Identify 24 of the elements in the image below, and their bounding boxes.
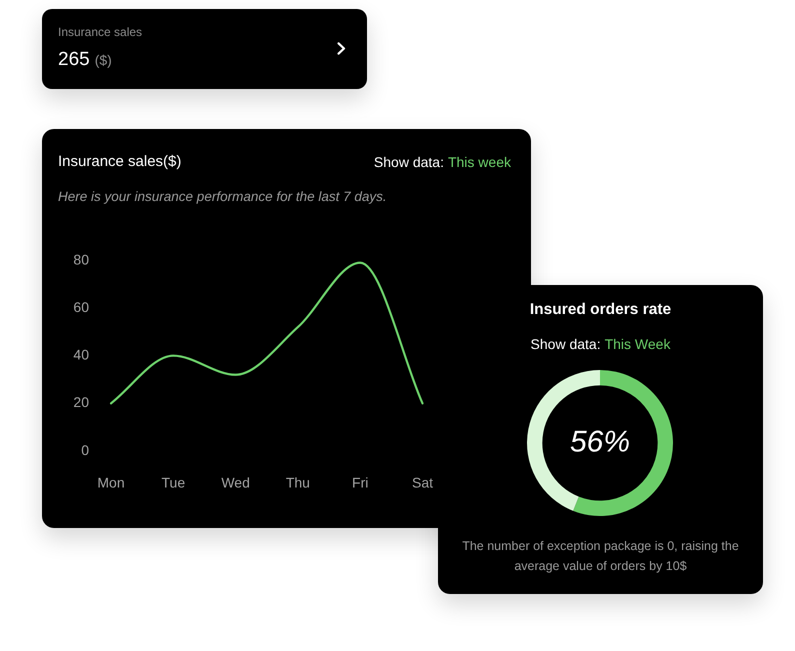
text: 265 [58, 49, 90, 70]
chart-title: Insured orders rate [528, 301, 672, 319]
text: This week [448, 154, 511, 170]
line-series [110, 262, 424, 404]
x-tick-label: Tue [161, 474, 186, 490]
y-tick-label: 60 [73, 298, 90, 315]
text: The number of exception package is 0, raising the average value of orders by 10$ [461, 538, 740, 575]
x-tick-label: Fri [352, 474, 368, 490]
x-tick-label: Sat [412, 474, 434, 490]
y-tick-label: 40 [73, 346, 90, 363]
chart-title: Insurance sales($) [58, 153, 182, 170]
text: Insurance sales [58, 25, 142, 39]
x-tick-label: Wed [221, 474, 250, 490]
x-tick-label: Thu [286, 474, 310, 490]
chart-subtitle: Here is your insurance performance for the last 7 days. [58, 189, 387, 204]
x-tick-label: Mon [97, 474, 125, 490]
text: Show data: [374, 154, 444, 170]
text: This Week [604, 336, 670, 352]
y-tick-label: 20 [73, 394, 90, 410]
y-tick-label: 80 [73, 251, 90, 268]
text: Show data: [530, 336, 601, 352]
text: ($) [94, 52, 112, 68]
y-tick-label: 0 [81, 442, 90, 458]
data-label: 56% [570, 425, 630, 458]
